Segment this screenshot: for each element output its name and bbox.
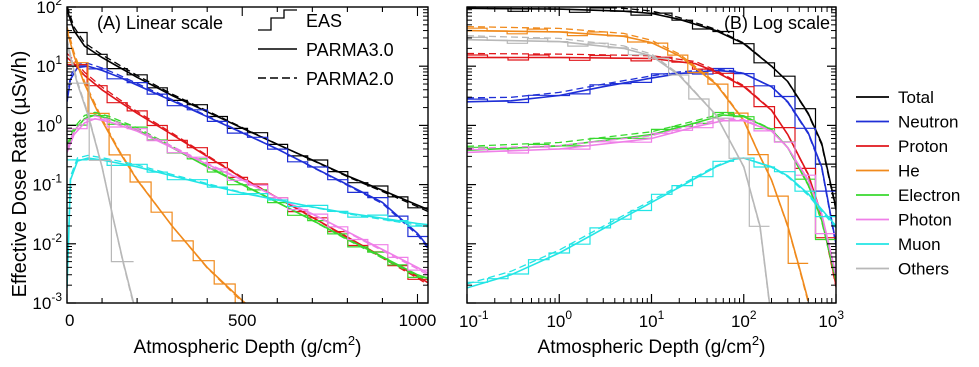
- electron-parma2-line: [467, 112, 836, 282]
- y-tick-label: 101: [36, 53, 62, 76]
- x-tick-label: 101: [639, 308, 665, 331]
- x-tick-label-base: 10: [639, 312, 658, 331]
- he-eas-step: [467, 27, 809, 264]
- proton-parma2-line: [467, 52, 836, 288]
- others-parma3-line: [467, 38, 771, 303]
- legend-parma2.0-label: PARMA2.0: [306, 69, 394, 89]
- legend-eas-step-symbol: [258, 9, 297, 31]
- photon-parma2-line: [467, 118, 836, 277]
- plot-area: [67, 7, 428, 303]
- y-tick-label-base: 10: [32, 176, 51, 195]
- y-tick-label-exponent: -1: [51, 172, 62, 186]
- y-tick-label: 102: [36, 0, 62, 17]
- x-tick-label-exponent: -1: [478, 308, 489, 322]
- neutron-parma2-line: [467, 68, 836, 246]
- x-tick-label-exponent: 3: [837, 308, 844, 322]
- x-axis-label-close: ): [355, 337, 361, 358]
- x-axis-label-text: Atmospheric Depth (g/cm: [538, 337, 752, 358]
- others-parma2-line: [67, 38, 134, 303]
- others-eas-step: [467, 36, 770, 227]
- neutron-parma3-line: [67, 65, 428, 248]
- x-tick-label: 103: [818, 308, 844, 331]
- y-tick-label: 10-1: [32, 172, 62, 195]
- x-tick-label-base: 10: [818, 312, 837, 331]
- photon-parma2-line: [67, 115, 428, 276]
- y-tick-label: 10-2: [32, 231, 62, 254]
- y-tick-label-exponent: 1: [55, 53, 62, 67]
- muon-eas-step: [467, 157, 836, 283]
- legend-electron-label: Electron: [898, 186, 960, 205]
- y-tick-label-exponent: 0: [55, 112, 62, 126]
- y-tick-label-exponent: 2: [55, 0, 62, 8]
- plot-frame: [66, 6, 429, 304]
- x-axis-label: Atmospheric Depth (g/cm2): [538, 333, 766, 358]
- muon-parma3-line: [67, 157, 428, 288]
- photon-parma3-line: [67, 117, 428, 274]
- y-tick-label-base: 10: [36, 0, 55, 17]
- legend-eas-label: EAS: [306, 11, 342, 31]
- legend-others-label: Others: [898, 260, 949, 279]
- x-tick-label-exponent: 0: [565, 308, 572, 322]
- y-tick-label-base: 10: [36, 57, 55, 76]
- muon-parma2-line: [467, 157, 836, 285]
- he-parma3-line: [67, 30, 247, 303]
- others-eas-step: [67, 82, 134, 263]
- x-tick-label: 100: [546, 308, 572, 331]
- x-tick-label: 0: [65, 311, 74, 330]
- muon-eas-step: [67, 158, 428, 227]
- panel-b-log-scale: 10-1 100 101 102 103(B) Log scaleAtmospheric…: [459, 6, 844, 358]
- proton-eas-step: [67, 63, 428, 280]
- x-tick-label-exponent: 1: [658, 308, 665, 322]
- x-axis-label-superscript: 2: [348, 333, 355, 348]
- x-axis-label-text: Atmospheric Depth (g/cm: [134, 337, 348, 358]
- legend-he-label: He: [898, 162, 920, 181]
- electron-eas-step: [467, 111, 836, 241]
- x-tick-label: 500: [228, 311, 256, 330]
- x-axis-label-close: ): [759, 337, 765, 358]
- x-tick-label: 10-1: [459, 308, 489, 331]
- muon-parma3-line: [467, 157, 836, 289]
- total-parma2-line: [575, 7, 836, 211]
- y-tick-label: 100: [36, 112, 62, 135]
- legend-neutron-label: Neutron: [898, 113, 958, 132]
- panel-title: (A) Linear scale: [97, 13, 223, 33]
- y-tick-label-base: 10: [32, 294, 51, 313]
- panel-title: (B) Log scale: [724, 13, 830, 33]
- x-axis-label: Atmospheric Depth (g/cm2): [134, 333, 362, 358]
- neutron-parma2-line: [67, 62, 428, 249]
- x-tick-label: 102: [731, 308, 757, 331]
- proton-parma3-line: [67, 56, 428, 284]
- y-axis-label-text: Effective Dose Rate (µSv/h): [9, 51, 31, 298]
- neutron-eas-step: [67, 65, 428, 238]
- muon-parma2-line: [67, 154, 428, 284]
- legend-total-label: Total: [898, 88, 934, 107]
- x-tick-label-exponent: 2: [750, 308, 757, 322]
- plot-area: [467, 7, 836, 303]
- y-tick-label-base: 10: [32, 235, 51, 254]
- photon-eas-step: [467, 117, 836, 235]
- legend-parma3.0-label: PARMA3.0: [306, 40, 394, 60]
- others-parma2-line: [467, 35, 770, 303]
- total-parma3-line: [467, 7, 836, 209]
- particle-color-legend: Total Neutron Proton He Electron Photon Muon Ot…: [856, 88, 960, 279]
- x-tick-label-base: 10: [731, 312, 750, 331]
- y-tick-label-exponent: -2: [51, 231, 62, 245]
- legend-proton-label: Proton: [898, 137, 948, 156]
- x-tick-label: 1000: [399, 311, 437, 330]
- y-tick-label: 10-3: [32, 290, 62, 313]
- y-tick-label-exponent: -3: [51, 290, 62, 304]
- legend-photon-label: Photon: [898, 211, 952, 230]
- y-tick-label-base: 10: [36, 116, 55, 135]
- plot-frame: [466, 6, 837, 304]
- legend-muon-label: Muon: [898, 235, 941, 254]
- x-axis-label-superscript: 2: [752, 333, 759, 348]
- he-parma2-line: [467, 25, 809, 303]
- x-tick-label-base: 10: [459, 312, 478, 331]
- y-axis-label: Effective Dose Rate (µSv/h): [9, 51, 31, 298]
- x-tick-label-base: 10: [546, 312, 565, 331]
- he-parma3-line: [467, 29, 809, 301]
- line-style-legend: EAS PARMA3.0 PARMA2.0: [258, 9, 394, 89]
